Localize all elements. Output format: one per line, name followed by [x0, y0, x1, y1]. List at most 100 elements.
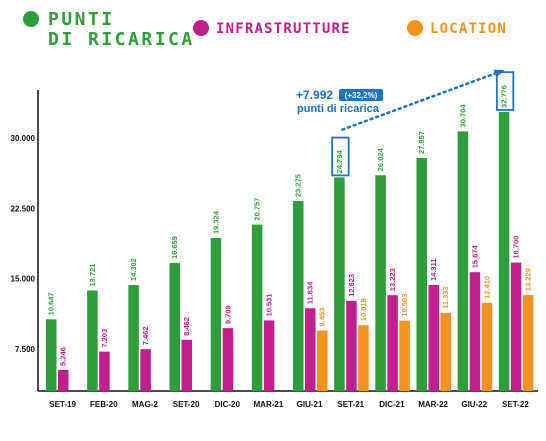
highlight-box: [495, 71, 515, 111]
bar-punti-di-ricarica-mag-2: [128, 285, 139, 391]
data-label-punti-di-ricarica: 19.324: [211, 210, 220, 234]
legend-label-punti-di-ricarica: PUNTI DI RICARICA: [48, 9, 195, 50]
legend-dot-infrastrutture: [193, 20, 209, 36]
data-label-punti-di-ricarica: 14.302: [129, 258, 138, 281]
data-label-infrastrutture: 14.311: [429, 258, 438, 281]
data-label-infrastrutture: 7.462: [141, 326, 150, 345]
bar-location-set-22: [522, 295, 534, 391]
bar-location-set-21: [358, 325, 369, 391]
bar-infrastrutture-mag-2: [140, 349, 151, 391]
data-label-punti-di-ricarica: 32.776: [500, 85, 509, 108]
data-label-infrastrutture: 10.531: [265, 293, 274, 316]
data-label-punti-di-ricarica: 20.757: [253, 198, 262, 221]
x-tick-label: FEB-20: [90, 400, 118, 409]
x-tick-label: GIU-21: [297, 400, 323, 409]
data-label-infrastrutture: 9.709: [223, 305, 232, 324]
bar-infrastrutture-mar-22: [428, 284, 439, 391]
bar-punti-di-ricarica-giu-22: [457, 131, 469, 391]
data-label-location: 10.019: [359, 298, 368, 321]
data-label-infrastrutture: 8.462: [182, 317, 191, 336]
x-tick-label: SET-19: [49, 400, 76, 409]
bar-infrastrutture-set-19: [58, 369, 69, 391]
highlight-box: [331, 136, 350, 177]
annotation-badge: [339, 89, 383, 101]
data-label-punti-di-ricarica: 16.659: [170, 236, 179, 259]
data-label-infrastrutture: 5.246: [59, 347, 68, 366]
data-label-punti-di-ricarica: 26.024: [376, 147, 385, 171]
data-label-punti-di-ricarica: 13.721: [88, 264, 97, 287]
x-tick-label: MAG-2: [132, 400, 158, 409]
bar-punti-di-ricarica-mar-21: [251, 224, 263, 391]
bar-punti-di-ricarica-giu-21: [293, 200, 304, 391]
data-label-infrastrutture: 7.203: [100, 329, 109, 348]
data-label-punti-di-ricarica: 27.857: [417, 131, 426, 154]
bar-infrastrutture-giu-22: [469, 272, 481, 391]
bar-infrastrutture-set-22: [510, 262, 522, 391]
bar-punti-di-ricarica-set-22: [498, 111, 510, 391]
legend-dot-punti-di-ricarica: [23, 11, 39, 27]
y-tick-label: 15.000: [11, 275, 36, 284]
data-labels: 10.647 5.246 13.721 7.203 14.302 7.462 16.659 8…: [47, 85, 533, 366]
x-tick-label: MAR-21: [254, 400, 284, 409]
y-tick-label: 7.500: [15, 345, 36, 354]
bar-punti-di-ricarica-set-19: [46, 319, 57, 391]
bar-location-dic-21: [399, 320, 410, 391]
trend-arrow-line: [341, 70, 501, 131]
data-label-location: 9.453: [318, 308, 327, 327]
y-tick-label: 30.000: [11, 134, 36, 143]
x-tick-label: SET-22: [502, 400, 529, 409]
bar-punti-di-ricarica-dic-21: [375, 175, 386, 391]
x-tick-label: SET-21: [337, 400, 364, 409]
data-label-punti-di-ricarica: 23.275: [294, 174, 303, 197]
legend-label-line: PUNTI: [48, 9, 115, 30]
x-tick-label: GIU-22: [461, 400, 487, 409]
data-label-punti-di-ricarica: 10.647: [47, 292, 56, 315]
axes: 7.500 15.000 22.500 30.000 SET-19 FEB-20 MAG-2…: [11, 90, 538, 409]
data-label-infrastrutture: 12.623: [347, 274, 356, 297]
annotation-percent: (+32,2%): [345, 91, 378, 100]
data-label-infrastrutture: 13.223: [388, 268, 397, 291]
x-tick-label: SET-20: [173, 400, 200, 409]
bar-infrastrutture-feb-20: [99, 351, 110, 391]
data-label-location: 10.503: [400, 294, 409, 317]
bar-punti-di-ricarica-feb-20: [87, 290, 98, 391]
data-label-infrastrutture: 15.674: [470, 244, 479, 268]
bar-infrastrutture-dic-21: [387, 295, 398, 391]
data-label-location: 13.229: [524, 268, 533, 291]
annotation-value: +7.992: [296, 88, 333, 102]
data-label-location: 11.333: [441, 286, 450, 309]
legend-label-location: LOCATION: [430, 21, 507, 37]
y-tick-label: 22.500: [11, 204, 36, 213]
trend-arrow-head: [493, 69, 505, 78]
annotation: +7.992 (+32,2%) punti di ricarica: [296, 69, 515, 177]
legend-item-punti-di-ricarica: PUNTI DI RICARICA: [23, 9, 195, 50]
data-label-location: 12.410: [482, 276, 491, 299]
bar-infrastrutture-giu-21: [305, 308, 316, 391]
bar-punti-di-ricarica-set-21: [334, 177, 345, 391]
data-label-punti-di-ricarica: 24.794: [335, 150, 344, 174]
bar-infrastrutture-set-21: [346, 300, 357, 391]
x-tick-label: DIC-20: [215, 400, 241, 409]
annotation-text: punti di ricarica: [297, 103, 380, 115]
legend-label-line: DI RICARICA: [48, 29, 195, 50]
bar-location-giu-22: [481, 302, 493, 391]
bar-punti-di-ricarica-dic-20: [210, 238, 222, 391]
legend-dot-location: [407, 20, 423, 36]
data-label-infrastrutture: 11.834: [306, 281, 315, 304]
bar-punti-di-ricarica-set-20: [169, 262, 180, 391]
data-label-punti-di-ricarica: 30.704: [458, 104, 467, 128]
bar-infrastrutture-set-20: [181, 339, 192, 391]
bar-infrastrutture-dic-20: [222, 328, 234, 391]
bar-infrastrutture-mar-21: [263, 320, 275, 391]
x-tick-label: MAR-22: [418, 400, 448, 409]
x-tick-label: DIC-21: [379, 400, 405, 409]
legend: PUNTI DI RICARICA INFRASTRUTTURE LOCATION: [23, 9, 507, 50]
bar-location-giu-21: [317, 330, 328, 391]
legend-item-location: LOCATION: [407, 20, 507, 37]
bars: [46, 111, 534, 391]
bar-punti-di-ricarica-mar-22: [416, 158, 427, 391]
data-label-infrastrutture: 16.700: [512, 236, 521, 259]
legend-label-infrastrutture: INFRASTRUTTURE: [216, 21, 351, 37]
legend-item-infrastrutture: INFRASTRUTTURE: [193, 20, 351, 37]
